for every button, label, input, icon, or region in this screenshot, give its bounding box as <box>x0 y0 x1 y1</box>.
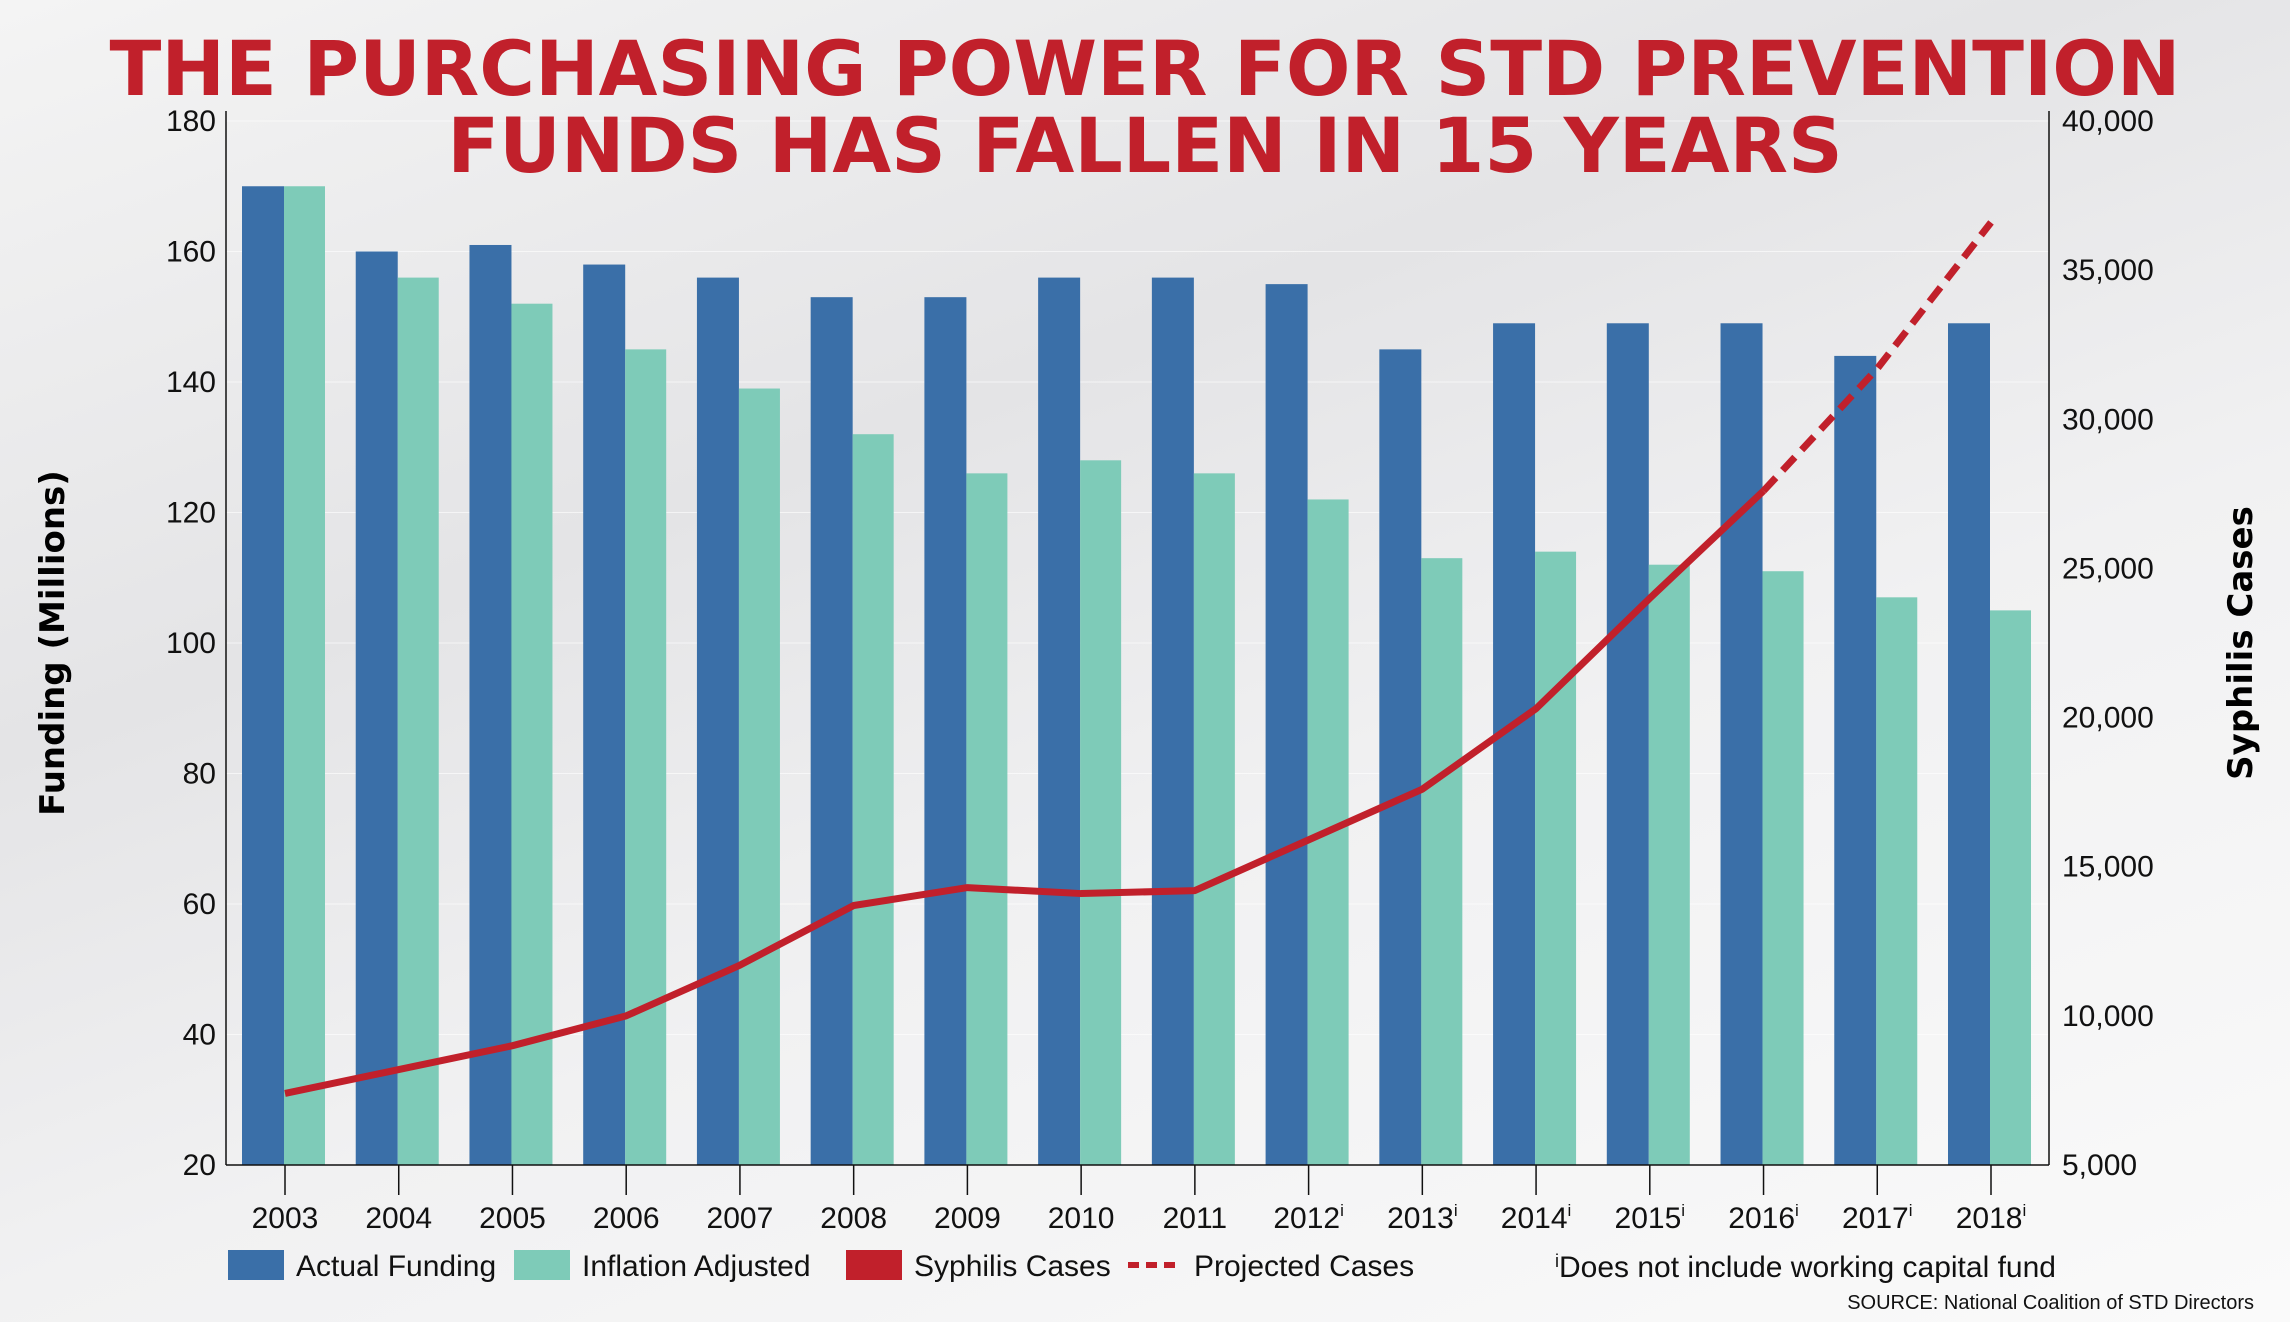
x-tick-label: 2005 <box>479 1202 546 1235</box>
chart-title-line-1: THE PURCHASING POWER FOR STD PREVENTION <box>110 24 2181 113</box>
bar-inflation-adjusted <box>1990 610 2031 1165</box>
bar-inflation-adjusted <box>1080 460 1122 1165</box>
legend-swatch <box>514 1250 570 1280</box>
bar-actual-funding <box>810 297 853 1165</box>
bar-actual-funding <box>1265 284 1308 1165</box>
y-tick-label: 140 <box>166 366 216 399</box>
x-tick-label: 2014i <box>1501 1201 1572 1235</box>
y2-tick-label: 5,000 <box>2062 1149 2137 1182</box>
bar-inflation-adjusted <box>738 388 780 1165</box>
y2-tick-label: 10,000 <box>2062 1000 2154 1033</box>
x-tick-label: 2003 <box>252 1202 319 1235</box>
lines <box>284 220 1994 1097</box>
syphilis-cases-line <box>284 488 1766 1097</box>
y2-tick-label: 15,000 <box>2062 851 2154 884</box>
y-tick-label: 60 <box>183 888 216 921</box>
bar-actual-funding <box>1151 277 1194 1166</box>
y2-axis-title: Syphilis Cases <box>2221 506 2261 780</box>
bar-inflation-adjusted <box>625 349 667 1165</box>
bar-actual-funding <box>1948 323 1990 1165</box>
x-tick-label: 2012i <box>1273 1201 1344 1235</box>
y2-tick-label: 20,000 <box>2062 702 2154 735</box>
bar-actual-funding <box>1379 349 1422 1165</box>
legend-label: Syphilis Cases <box>914 1250 1111 1283</box>
x-tick-label: 2017i <box>1842 1201 1913 1235</box>
y-tick-label: 120 <box>166 497 216 530</box>
y-tick-label: 20 <box>183 1149 216 1182</box>
legend: Actual Funding Inflation Adjusted Syphilis… <box>228 1250 1414 1283</box>
bar-actual-funding <box>1493 323 1536 1165</box>
x-tick-label: 2004 <box>365 1202 432 1235</box>
y2-tick-label: 30,000 <box>2062 403 2154 436</box>
y-tick-label: 160 <box>166 236 216 269</box>
legend-label: Projected Cases <box>1194 1250 1414 1283</box>
y-tick-label: 80 <box>183 758 216 791</box>
legend-swatch <box>846 1250 902 1280</box>
bar-inflation-adjusted <box>966 473 1008 1166</box>
x-tick-label: 2007 <box>707 1202 774 1235</box>
source-note: SOURCE: National Coalition of STD Direct… <box>1847 1292 2254 1314</box>
bar-actual-funding <box>583 264 626 1165</box>
footnote-mark: i <box>1555 1251 1559 1271</box>
bar-actual-funding <box>1038 277 1081 1166</box>
bars <box>242 186 2031 1166</box>
bar-inflation-adjusted <box>511 303 553 1165</box>
footnote: iDoes not include working capital fund <box>1555 1251 2056 1284</box>
legend-label: Inflation Adjusted <box>582 1250 811 1283</box>
bar-inflation-adjusted <box>1421 558 1463 1165</box>
y-tick-label: 40 <box>183 1019 216 1052</box>
bar-inflation-adjusted <box>284 186 325 1165</box>
bar-actual-funding <box>696 277 739 1166</box>
x-tick-label: 2010 <box>1048 1202 1115 1235</box>
x-tick-label: 2011 <box>1163 1202 1228 1235</box>
bar-inflation-adjusted <box>1762 571 1804 1165</box>
x-tick-label: 2006 <box>593 1202 660 1235</box>
bar-inflation-adjusted <box>1876 597 1918 1165</box>
bar-inflation-adjusted <box>1648 564 1690 1165</box>
x-tick-label: 2013i <box>1387 1201 1458 1235</box>
projected-cases-line <box>1760 220 1994 494</box>
x-tick-label: 2015i <box>1615 1201 1686 1235</box>
footnote-text: Does not include working capital fund <box>1559 1251 2056 1284</box>
bar-actual-funding <box>924 297 967 1165</box>
y-axis-title: Funding (Millions) <box>33 470 73 816</box>
bar-inflation-adjusted <box>1535 551 1577 1165</box>
bar-actual-funding <box>1720 323 1763 1165</box>
y2-tick-label: 40,000 <box>2062 105 2154 138</box>
x-tick-label: 2018i <box>1956 1201 2027 1235</box>
y-tick-label: 180 <box>166 105 216 138</box>
y2-tick-label: 35,000 <box>2062 254 2154 287</box>
axes: 20 40 60 80 100 120 140 160 180 5,000 10,000 15,000… <box>166 105 2154 1235</box>
bar-actual-funding <box>1834 355 1877 1165</box>
x-tick-label: 2009 <box>934 1202 1001 1235</box>
y2-tick-label: 25,000 <box>2062 552 2154 585</box>
bar-actual-funding <box>355 251 398 1165</box>
bar-inflation-adjusted <box>852 434 894 1165</box>
legend-label: Actual Funding <box>296 1250 496 1283</box>
y-tick-label: 100 <box>166 627 216 660</box>
bar-actual-funding <box>242 186 284 1165</box>
x-tick-label: 2008 <box>820 1202 887 1235</box>
bar-inflation-adjusted <box>1193 473 1235 1166</box>
x-tick-label: 2016i <box>1728 1201 1799 1235</box>
bar-inflation-adjusted <box>397 277 439 1166</box>
bar-actual-funding <box>1606 323 1649 1165</box>
bar-actual-funding <box>469 244 512 1166</box>
legend-swatch <box>228 1250 284 1280</box>
chart-title-line-2: FUNDS HAS FALLEN IN 15 YEARS <box>447 101 1843 190</box>
